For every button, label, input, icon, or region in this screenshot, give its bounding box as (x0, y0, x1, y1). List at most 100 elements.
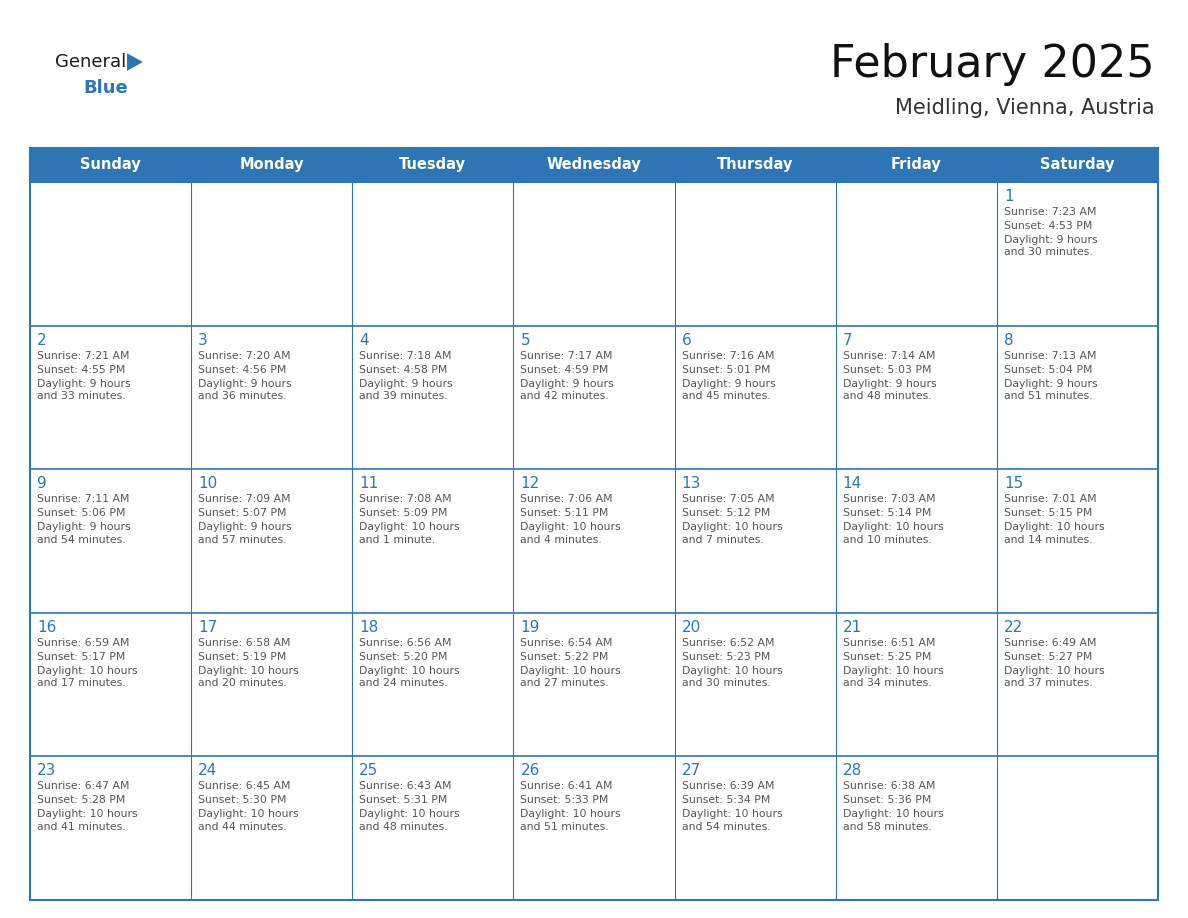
Text: Daylight: 10 hours
and 14 minutes.: Daylight: 10 hours and 14 minutes. (1004, 522, 1105, 544)
Text: Tuesday: Tuesday (399, 158, 467, 173)
Text: 2: 2 (37, 332, 46, 348)
Text: February 2025: February 2025 (830, 43, 1155, 86)
Text: Sunset: 5:22 PM: Sunset: 5:22 PM (520, 652, 608, 662)
Bar (997, 148, 1158, 182)
Text: General: General (55, 53, 126, 71)
Text: Sunrise: 6:59 AM: Sunrise: 6:59 AM (37, 638, 129, 648)
Text: 11: 11 (359, 476, 379, 491)
Bar (835, 182, 997, 326)
Bar (675, 326, 835, 469)
Text: Sunset: 5:25 PM: Sunset: 5:25 PM (842, 652, 931, 662)
Bar (30, 469, 191, 613)
Text: Sunset: 5:11 PM: Sunset: 5:11 PM (520, 509, 608, 518)
Text: Daylight: 10 hours
and 27 minutes.: Daylight: 10 hours and 27 minutes. (520, 666, 621, 688)
Text: Saturday: Saturday (1041, 158, 1114, 173)
Text: Sunset: 5:27 PM: Sunset: 5:27 PM (1004, 652, 1092, 662)
Text: Sunrise: 6:38 AM: Sunrise: 6:38 AM (842, 781, 935, 791)
Text: Sunrise: 6:45 AM: Sunrise: 6:45 AM (198, 781, 291, 791)
Bar (30, 148, 1158, 900)
Text: 16: 16 (37, 620, 56, 635)
Bar (675, 756, 835, 900)
Text: Daylight: 10 hours
and 51 minutes.: Daylight: 10 hours and 51 minutes. (520, 810, 621, 832)
Text: 1: 1 (1004, 189, 1013, 204)
Text: Daylight: 10 hours
and 41 minutes.: Daylight: 10 hours and 41 minutes. (37, 810, 138, 832)
Text: 13: 13 (682, 476, 701, 491)
Text: Daylight: 9 hours
and 39 minutes.: Daylight: 9 hours and 39 minutes. (359, 378, 453, 401)
Bar (997, 182, 1158, 326)
Text: Sunrise: 7:03 AM: Sunrise: 7:03 AM (842, 494, 935, 504)
Text: Sunset: 5:31 PM: Sunset: 5:31 PM (359, 795, 448, 805)
Text: Sunset: 5:15 PM: Sunset: 5:15 PM (1004, 509, 1092, 518)
Bar (997, 613, 1158, 756)
Text: Sunrise: 7:20 AM: Sunrise: 7:20 AM (198, 351, 291, 361)
Text: Sunset: 4:56 PM: Sunset: 4:56 PM (198, 364, 286, 375)
Text: Thursday: Thursday (716, 158, 794, 173)
Text: Daylight: 9 hours
and 33 minutes.: Daylight: 9 hours and 33 minutes. (37, 378, 131, 401)
Text: 10: 10 (198, 476, 217, 491)
Text: Sunset: 5:06 PM: Sunset: 5:06 PM (37, 509, 126, 518)
Text: Daylight: 9 hours
and 54 minutes.: Daylight: 9 hours and 54 minutes. (37, 522, 131, 544)
Text: 8: 8 (1004, 332, 1013, 348)
Text: 14: 14 (842, 476, 862, 491)
Text: 18: 18 (359, 620, 379, 635)
Text: 9: 9 (37, 476, 46, 491)
Bar (513, 148, 675, 182)
Text: 4: 4 (359, 332, 369, 348)
Text: Sunset: 5:01 PM: Sunset: 5:01 PM (682, 364, 770, 375)
Bar (997, 469, 1158, 613)
Text: Sunrise: 7:01 AM: Sunrise: 7:01 AM (1004, 494, 1097, 504)
Text: 12: 12 (520, 476, 539, 491)
Text: Sunrise: 7:21 AM: Sunrise: 7:21 AM (37, 351, 129, 361)
Bar (513, 182, 675, 326)
Bar (191, 469, 353, 613)
Text: Daylight: 10 hours
and 30 minutes.: Daylight: 10 hours and 30 minutes. (682, 666, 782, 688)
Text: Sunrise: 6:41 AM: Sunrise: 6:41 AM (520, 781, 613, 791)
Text: Daylight: 10 hours
and 34 minutes.: Daylight: 10 hours and 34 minutes. (842, 666, 943, 688)
Text: 20: 20 (682, 620, 701, 635)
Bar (353, 756, 513, 900)
Bar (30, 182, 191, 326)
Bar (997, 756, 1158, 900)
Bar (191, 182, 353, 326)
Text: Sunrise: 6:39 AM: Sunrise: 6:39 AM (682, 781, 775, 791)
Bar (675, 613, 835, 756)
Text: Daylight: 9 hours
and 30 minutes.: Daylight: 9 hours and 30 minutes. (1004, 235, 1098, 257)
Text: Sunset: 4:55 PM: Sunset: 4:55 PM (37, 364, 126, 375)
Text: Sunset: 5:34 PM: Sunset: 5:34 PM (682, 795, 770, 805)
Text: Daylight: 10 hours
and 37 minutes.: Daylight: 10 hours and 37 minutes. (1004, 666, 1105, 688)
Text: Daylight: 9 hours
and 36 minutes.: Daylight: 9 hours and 36 minutes. (198, 378, 292, 401)
Text: 22: 22 (1004, 620, 1023, 635)
Text: Sunrise: 7:16 AM: Sunrise: 7:16 AM (682, 351, 775, 361)
Text: Daylight: 10 hours
and 44 minutes.: Daylight: 10 hours and 44 minutes. (198, 810, 298, 832)
Text: 24: 24 (198, 764, 217, 778)
Text: Sunrise: 7:17 AM: Sunrise: 7:17 AM (520, 351, 613, 361)
Text: Daylight: 10 hours
and 20 minutes.: Daylight: 10 hours and 20 minutes. (198, 666, 298, 688)
Text: Sunrise: 6:58 AM: Sunrise: 6:58 AM (198, 638, 291, 648)
Bar (30, 613, 191, 756)
Bar (513, 326, 675, 469)
Bar (191, 148, 353, 182)
Bar (30, 148, 191, 182)
Text: Sunrise: 6:52 AM: Sunrise: 6:52 AM (682, 638, 775, 648)
Bar (30, 326, 191, 469)
Text: Sunrise: 6:56 AM: Sunrise: 6:56 AM (359, 638, 451, 648)
Bar (353, 326, 513, 469)
Text: Daylight: 9 hours
and 42 minutes.: Daylight: 9 hours and 42 minutes. (520, 378, 614, 401)
Text: Sunset: 5:03 PM: Sunset: 5:03 PM (842, 364, 931, 375)
Text: 28: 28 (842, 764, 862, 778)
Text: Sunset: 5:04 PM: Sunset: 5:04 PM (1004, 364, 1092, 375)
Text: Sunset: 4:53 PM: Sunset: 4:53 PM (1004, 221, 1092, 231)
Text: Sunset: 5:20 PM: Sunset: 5:20 PM (359, 652, 448, 662)
Text: Daylight: 10 hours
and 24 minutes.: Daylight: 10 hours and 24 minutes. (359, 666, 460, 688)
Bar (353, 182, 513, 326)
Text: Friday: Friday (891, 158, 942, 173)
Text: Sunset: 5:14 PM: Sunset: 5:14 PM (842, 509, 931, 518)
Text: Sunrise: 7:11 AM: Sunrise: 7:11 AM (37, 494, 129, 504)
Bar (835, 326, 997, 469)
Text: Sunset: 5:07 PM: Sunset: 5:07 PM (198, 509, 286, 518)
Text: Sunrise: 7:09 AM: Sunrise: 7:09 AM (198, 494, 291, 504)
Bar (513, 756, 675, 900)
Text: Daylight: 10 hours
and 4 minutes.: Daylight: 10 hours and 4 minutes. (520, 522, 621, 544)
Text: Sunday: Sunday (81, 158, 141, 173)
Text: Daylight: 9 hours
and 48 minutes.: Daylight: 9 hours and 48 minutes. (842, 378, 936, 401)
